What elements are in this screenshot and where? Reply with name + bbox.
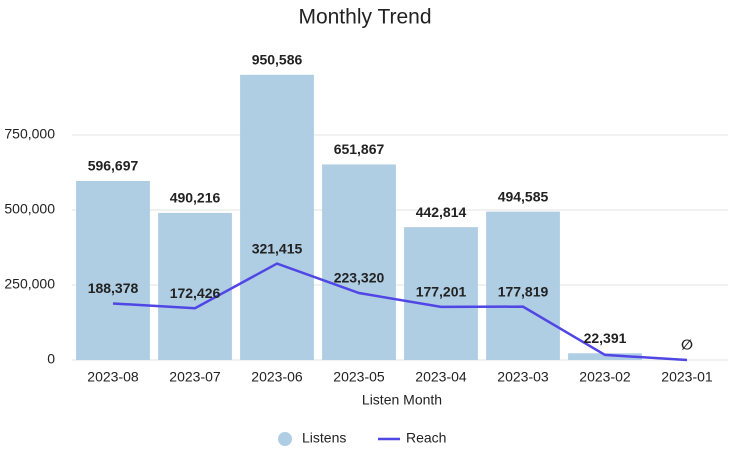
line-value-label: 177,819: [498, 283, 549, 299]
bar: [158, 212, 232, 360]
bar: [76, 180, 150, 360]
line-value-label: 223,320: [334, 270, 385, 286]
chart-title: Monthly Trend: [298, 6, 431, 29]
line-value-label: ∅: [681, 337, 693, 353]
bar-value-label: 494,585: [498, 188, 549, 204]
x-tick-label: 2023-02: [579, 369, 631, 385]
y-tick-label: 0: [47, 351, 55, 367]
bar-value-label: 442,814: [416, 204, 467, 220]
y-tick-label: 250,000: [4, 276, 55, 292]
legend-label: Reach: [406, 430, 446, 446]
bar-value-label: 596,697: [88, 158, 139, 174]
line-value-label: 177,201: [416, 284, 467, 300]
bar: [486, 211, 560, 360]
y-tick-label: 750,000: [4, 126, 55, 142]
x-axis-label: Listen Month: [362, 392, 442, 408]
bar: [322, 164, 396, 360]
x-tick-label: 2023-04: [415, 369, 467, 385]
line-value-label: 321,415: [252, 240, 303, 256]
bar-value-label: 651,867: [334, 141, 385, 157]
x-tick-label: 2023-03: [497, 369, 549, 385]
line-value-label: 172,426: [170, 285, 221, 301]
bar-value-label: 950,586: [252, 52, 303, 68]
x-tick-label: 2023-01: [661, 369, 713, 385]
x-tick-label: 2023-08: [87, 369, 139, 385]
bar-value-label: 22,391: [584, 330, 627, 346]
bar: [404, 227, 478, 360]
legend-swatch: [278, 432, 292, 446]
line-value-label: 188,378: [88, 280, 139, 296]
x-tick-label: 2023-07: [169, 369, 221, 385]
x-tick-label: 2023-06: [251, 369, 303, 385]
legend-label: Listens: [302, 430, 346, 446]
bar-value-label: 490,216: [170, 190, 221, 206]
x-tick-label: 2023-05: [333, 369, 385, 385]
bar: [240, 74, 314, 360]
line: [112, 262, 688, 362]
y-tick-label: 500,000: [4, 201, 55, 217]
bar: [568, 353, 642, 360]
